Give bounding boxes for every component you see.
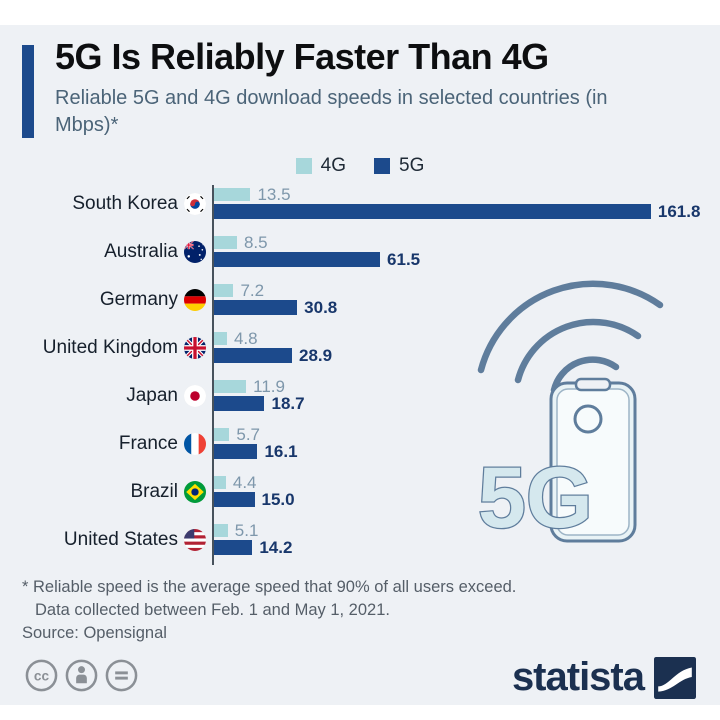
4g-value-label: 5.1: [234, 520, 259, 540]
page-title: 5G Is Reliably Faster Than 4G: [55, 36, 549, 77]
4g-bar: 5.7: [214, 425, 260, 444]
5g-value-label: 14.2: [259, 537, 293, 557]
brazil-flag-icon: [184, 481, 206, 503]
svg-text:cc: cc: [34, 668, 50, 683]
footnote-line-1: * Reliable speed is the average speed th…: [22, 578, 517, 596]
germany-flag-icon: [184, 289, 206, 311]
5g-bar: 61.5: [214, 250, 420, 269]
5g-value-label: 18.7: [271, 393, 305, 413]
cc-nd-icon[interactable]: [104, 658, 139, 693]
country-label: Japan: [126, 384, 178, 406]
4g-bar: 11.9: [214, 377, 285, 396]
australia-flag-icon: [184, 241, 206, 263]
4g-value-label: 4.8: [233, 328, 258, 348]
5g-bar: 14.2: [214, 538, 292, 557]
4g-bar: 4.4: [214, 473, 257, 492]
5g-value-label: 16.1: [264, 441, 298, 461]
wifi-waves-icon: [477, 280, 664, 394]
statista-logo[interactable]: statista: [512, 655, 696, 700]
country-label: United Kingdom: [42, 336, 178, 358]
country-label: Brazil: [130, 480, 178, 502]
legend-label: 4G: [320, 155, 346, 176]
statista-logo-icon: [654, 656, 696, 699]
united-kingdom-flag-icon: [184, 337, 206, 359]
5g-value-label: 15.0: [261, 489, 295, 509]
country-label: France: [118, 432, 178, 454]
chart-row: South Korea 13.5 161.8: [0, 185, 720, 236]
chart-row: Brazil 4.4 15.0: [0, 473, 720, 524]
chart-row: Germany 7.2 30.8: [0, 281, 720, 332]
japan-flag-icon: [184, 385, 206, 407]
chart-row: Australia 8.5 61.5: [0, 233, 720, 284]
title-accent-bar: [22, 45, 34, 138]
4g-value-label: 4.4: [232, 472, 257, 492]
legend-swatch: [374, 158, 390, 174]
4g-bar: 13.5: [214, 185, 291, 204]
united-states-flag-icon: [184, 529, 206, 551]
5g-bar: 16.1: [214, 442, 298, 461]
4g-bar: 5.1: [214, 521, 258, 540]
footnote-block: * Reliable speed is the average speed th…: [22, 576, 516, 645]
4g-value-label: 7.2: [240, 280, 265, 300]
footnote-line-2: Data collected between Feb. 1 and May 1,…: [35, 600, 390, 619]
chart-row: United Kingdom 4.8 28.9: [0, 329, 720, 380]
legend-swatch: [295, 158, 312, 174]
4g-bar: 8.5: [214, 233, 268, 252]
country-label: Germany: [99, 288, 178, 310]
country-label: Australia: [104, 240, 178, 262]
chart-row: Japan 11.9 18.7: [0, 377, 720, 428]
bar-chart: South Korea 13.5 161.8 Australia 8.5 61.5 Germ…: [0, 25, 720, 705]
legend: 4G 5G: [0, 155, 720, 177]
legend-item-5g: 5G: [374, 155, 424, 177]
5g-bar: 161.8: [214, 202, 700, 221]
5g-bar: 15.0: [214, 490, 295, 509]
4g-value-label: 11.9: [253, 376, 285, 396]
page-subtitle: Reliable 5G and 4G download speeds in se…: [55, 87, 608, 136]
legend-item-4g: 4G: [295, 155, 346, 177]
5g-value-label: 61.5: [387, 249, 421, 269]
infographic-panel: 5G Is Reliably Faster Than 4G Reliable 5…: [0, 25, 720, 705]
country-label: United States: [63, 528, 178, 550]
5g-bar: 30.8: [214, 298, 337, 317]
chart-axis-line: [212, 185, 214, 565]
source-label: Source: Opensignal: [22, 624, 167, 642]
5g-illustration-label: 5G: [478, 450, 593, 546]
license-icons: cc: [24, 658, 139, 693]
4g-value-label: 5.7: [236, 424, 261, 444]
4g-bar: 7.2: [214, 281, 264, 300]
smartphone-icon: [549, 377, 637, 543]
south-korea-flag-icon: [184, 193, 206, 215]
5g-value-label: 161.8: [657, 201, 701, 221]
cc-by-icon[interactable]: [64, 658, 99, 693]
4g-value-label: 13.5: [257, 184, 291, 204]
4g-bar: 4.8: [214, 329, 258, 348]
statista-wordmark: statista: [511, 655, 645, 699]
5g-bar: 18.7: [214, 394, 305, 413]
france-flag-icon: [184, 433, 206, 455]
5g-value-label: 28.9: [299, 345, 333, 365]
chart-row: France 5.7 16.1: [0, 425, 720, 476]
country-label: South Korea: [72, 192, 178, 214]
legend-label: 5G: [399, 155, 425, 176]
5g-bar: 28.9: [214, 346, 332, 365]
4g-value-label: 8.5: [243, 232, 268, 252]
cc-icon[interactable]: cc: [24, 658, 59, 693]
chart-row: United States 5.1 14.2: [0, 521, 720, 572]
5g-value-label: 30.8: [304, 297, 338, 317]
5g-phone-illustration: 5G: [428, 237, 708, 572]
